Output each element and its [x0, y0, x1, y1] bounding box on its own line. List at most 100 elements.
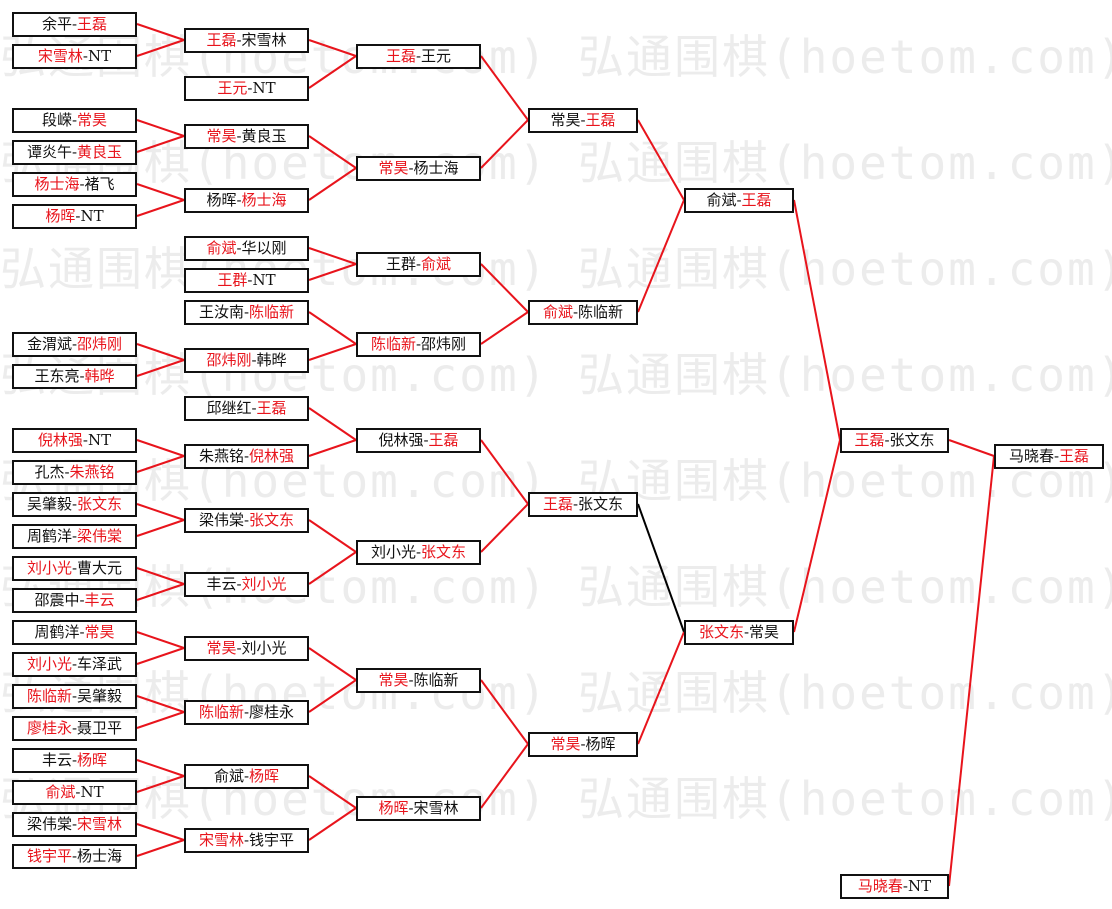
match-box: 丰云-刘小光 [184, 572, 309, 597]
match-box: 宋雪林-NT [12, 44, 137, 69]
bracket-connector [136, 695, 185, 713]
bracket-connector [136, 183, 185, 201]
player-b: NT [80, 783, 104, 801]
separator: - [243, 703, 250, 721]
player-a: 邵炜刚 [206, 351, 252, 369]
separator: - [415, 255, 422, 273]
player-b: 常昊 [84, 623, 115, 641]
bracket-connector [136, 711, 185, 729]
match-box: 常昊-王磊 [528, 108, 638, 133]
player-b: 聂卫平 [77, 719, 123, 737]
match-box: 俞斌-华以刚 [184, 236, 309, 261]
player-b: 刘小光 [241, 639, 287, 657]
bracket-connector [136, 567, 185, 585]
player-a: 王群 [217, 271, 248, 289]
player-b: 王磊 [1059, 447, 1090, 465]
player-a: 丰云 [41, 751, 72, 769]
bracket-connector [136, 135, 185, 153]
player-b: 曹大元 [77, 559, 123, 577]
separator: - [415, 335, 422, 353]
player-a: 王磊 [206, 31, 237, 49]
match-box: 邵震中-丰云 [12, 588, 137, 613]
separator: - [236, 127, 242, 145]
match-box: 刘小光-曹大元 [12, 556, 137, 581]
player-b: 丰云 [84, 591, 115, 609]
bracket-connector [136, 359, 185, 377]
match-box: 王东亮-韩晔 [12, 364, 137, 389]
match-box: 马晓春-NT [840, 874, 949, 899]
bracket-connector [480, 743, 529, 809]
match-box: 邱继红-王磊 [184, 396, 309, 421]
player-a: 杨晖 [206, 191, 237, 209]
match-box: 王群-NT [184, 268, 309, 293]
player-b: 王元 [421, 47, 452, 65]
match-box: 吴肇毅-张文东 [12, 492, 137, 517]
separator: - [71, 815, 78, 833]
player-a: 谭炎午 [26, 143, 72, 161]
separator: - [79, 175, 85, 193]
separator: - [243, 303, 250, 321]
match-box: 陈临新-廖桂永 [184, 700, 309, 725]
player-b: 王磊 [585, 111, 616, 129]
separator: - [79, 623, 85, 641]
match-box: 刘小光-张文东 [356, 540, 481, 565]
match-box: 常昊-刘小光 [184, 636, 309, 661]
player-a: 王群 [385, 255, 416, 273]
player-b: 邵炜刚 [421, 335, 467, 353]
player-b: 宋雪林 [413, 799, 459, 817]
player-a: 常昊 [206, 127, 237, 145]
player-a: 周鹤洋 [26, 527, 72, 545]
player-a: 刘小光 [370, 543, 416, 561]
match-box: 宋雪林-钱宇平 [184, 828, 309, 853]
bracket-connector [793, 439, 841, 633]
player-a: 王东亮 [34, 367, 80, 385]
match-box: 王汝南-陈临新 [184, 300, 309, 325]
player-b: NT [87, 47, 112, 65]
player-b: 宋雪林 [77, 815, 123, 833]
match-box: 倪林强-王磊 [356, 428, 481, 453]
bracket-connector [308, 55, 357, 89]
match-box: 孔杰-朱燕铭 [12, 460, 137, 485]
match-box: 常昊-陈临新 [356, 668, 481, 693]
bracket-connector [480, 503, 529, 553]
player-b: 吴肇毅 [77, 687, 123, 705]
player-b: NT [907, 877, 932, 895]
bracket-connector [136, 455, 185, 473]
match-box: 丰云-杨晖 [12, 748, 137, 773]
player-b: 刘小光 [241, 575, 287, 593]
separator: - [902, 877, 908, 895]
separator: - [71, 527, 78, 545]
separator: - [71, 687, 78, 705]
match-box: 周鹤洋-梁伟棠 [12, 524, 137, 549]
player-b: 常昊 [77, 111, 108, 129]
player-b: NT [252, 271, 276, 289]
bracket-connector [480, 679, 529, 745]
bracket-connector [480, 55, 529, 121]
player-a: 杨士海 [34, 175, 80, 193]
player-b: 梁伟棠 [77, 527, 123, 545]
player-a: 钱宇平 [26, 847, 72, 865]
player-b: 杨士海 [77, 847, 123, 865]
player-a: 常昊 [550, 735, 581, 753]
player-b: 陈临新 [578, 303, 624, 321]
player-a: 周鹤洋 [34, 623, 80, 641]
player-b: 倪林强 [249, 447, 295, 465]
separator: - [408, 799, 414, 817]
player-b: 常昊 [749, 623, 780, 641]
bracket-connector [308, 775, 357, 809]
separator: - [236, 31, 242, 49]
bracket-connector [136, 759, 185, 777]
separator: - [251, 351, 257, 369]
match-box: 马晓春-王磊 [994, 444, 1104, 469]
bracket-connector [308, 407, 357, 441]
player-b: 褚飞 [84, 175, 115, 193]
player-a: 梁伟棠 [26, 815, 72, 833]
player-a: 邵震中 [34, 591, 80, 609]
player-a: 宋雪林 [198, 831, 244, 849]
player-a: 王元 [217, 79, 248, 97]
player-b: 张文东 [889, 431, 935, 449]
match-box: 陈临新-吴肇毅 [12, 684, 137, 709]
player-b: 黄良玉 [241, 127, 287, 145]
separator: - [71, 719, 78, 737]
bracket-connector [136, 119, 185, 137]
